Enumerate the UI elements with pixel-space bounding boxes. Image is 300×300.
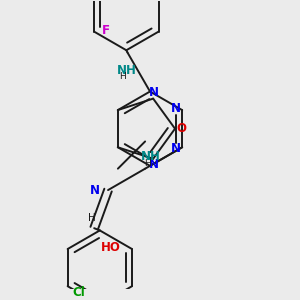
Text: N: N [171, 142, 181, 155]
Text: H: H [145, 158, 151, 167]
Text: H: H [120, 72, 126, 81]
Text: F: F [102, 24, 110, 37]
Text: NH: NH [116, 64, 136, 77]
Text: HO: HO [101, 242, 121, 254]
Text: Cl: Cl [72, 286, 85, 299]
Text: O: O [177, 122, 187, 135]
Text: N: N [171, 103, 181, 116]
Text: N: N [90, 184, 100, 196]
Text: NH: NH [141, 150, 161, 163]
Text: H: H [88, 213, 96, 223]
Text: N: N [149, 158, 159, 172]
Text: N: N [149, 86, 159, 99]
